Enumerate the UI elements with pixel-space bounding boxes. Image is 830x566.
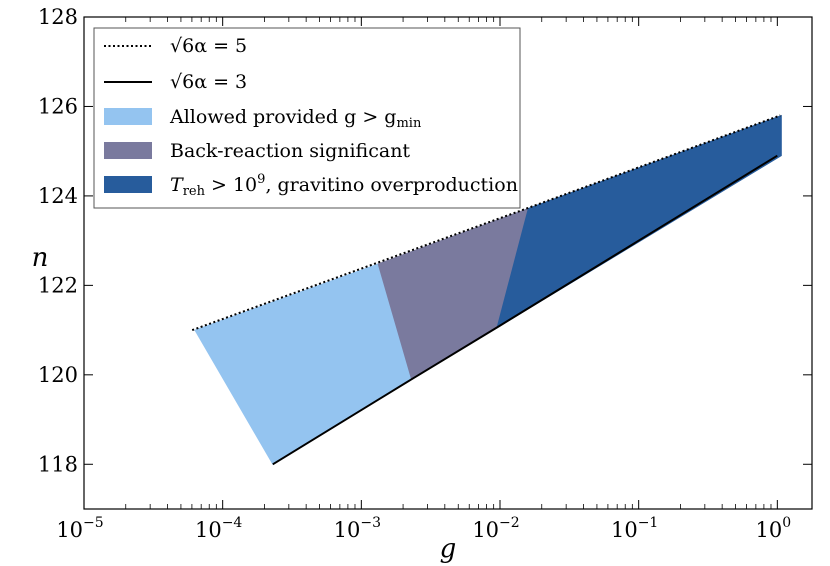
x-axis-label: g: [440, 534, 457, 564]
y-tick-label-4: 126: [38, 94, 78, 118]
region-2: [496, 114, 782, 329]
x-ticks: 10−5 10−4 10−3 10−2 10−1 100: [56, 17, 791, 542]
lines-layer: [191, 114, 781, 466]
legend-swatch-backreaction: [104, 142, 152, 159]
legend-label-dotted: √6α = 5: [170, 35, 247, 57]
x-tick-label-2: 10−3: [334, 515, 381, 542]
legend-swatch-allowed: [104, 108, 152, 125]
y-tick-label-5: 128: [38, 5, 78, 29]
legend-label-solid: √6α = 3: [170, 71, 247, 93]
legend-label-allowed: Allowed provided g > gmin: [169, 106, 422, 131]
legend: √6α = 5 √6α = 3 Allowed provided g > gmi…: [93, 27, 521, 209]
region-0: [194, 263, 412, 465]
y-axis-label: n: [32, 243, 49, 273]
y-tick-label-3: 124: [38, 184, 78, 208]
regions-layer: [194, 114, 782, 465]
plot-frame: [83, 16, 813, 510]
x-tick-label-0: 10−5: [56, 515, 103, 542]
boundary-line-dotted: [191, 114, 781, 332]
x-tick-label-4: 10−1: [611, 515, 658, 542]
y-tick-label-1: 120: [38, 363, 78, 387]
x-tick-label-3: 10−2: [472, 515, 519, 542]
x-tick-label-5: 100: [756, 515, 792, 542]
x-tick-label-1: 10−4: [195, 515, 242, 542]
legend-box: [93, 27, 521, 209]
y-ticks: 118 120 122 124 126 128: [38, 5, 812, 476]
y-tick-label-2: 122: [38, 273, 78, 297]
legend-swatch-gravitino: [104, 176, 152, 193]
legend-label-gravitino: Treh > 109, gravitino overproduction: [170, 172, 518, 199]
boundary-line-solid: [272, 154, 778, 466]
y-tick-label-0: 118: [38, 452, 78, 476]
legend-label-backreaction: Back-reaction significant: [170, 140, 410, 162]
